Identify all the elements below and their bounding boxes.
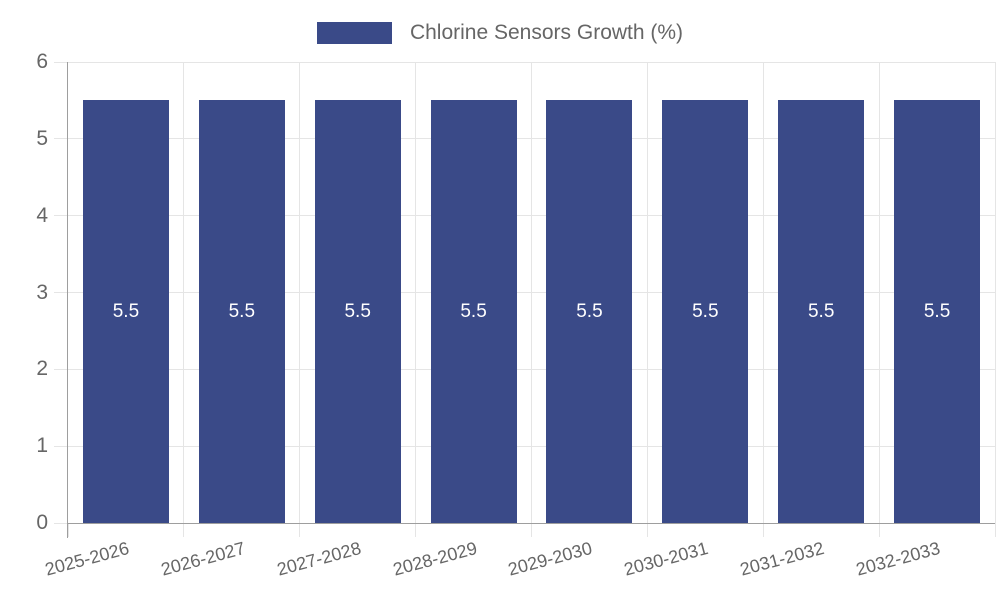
bar[interactable] <box>198 100 285 523</box>
v-gridline <box>878 62 880 523</box>
bar[interactable] <box>82 100 169 523</box>
bar-value-label: 5.5 <box>576 300 603 322</box>
y-tick-label: 1 <box>36 434 48 458</box>
y-axis-tick <box>54 445 68 447</box>
x-axis-tick <box>762 523 764 537</box>
v-gridline <box>531 62 532 523</box>
x-axis-tick <box>67 523 69 537</box>
legend-swatch <box>316 22 392 44</box>
v-gridline <box>762 62 764 523</box>
y-tick-label: 6 <box>36 50 48 73</box>
bar-value-label: 5.5 <box>112 300 140 322</box>
y-axis-tick <box>54 138 68 140</box>
bar-value-label: 5.5 <box>344 300 371 322</box>
bar[interactable] <box>662 100 749 523</box>
y-tick-label: 0 <box>36 511 48 534</box>
plot-area: 0 1 2 3 4 5 6 5.5 2025-2026 5.5 2026-2027 5.5 2027-2… <box>36 50 996 580</box>
bar-value-label: 5.5 <box>692 300 719 322</box>
bar-value-label: 5.5 <box>807 300 835 322</box>
v-gridline <box>299 62 301 523</box>
bar[interactable] <box>430 100 517 523</box>
v-gridline <box>415 62 417 523</box>
y-axis-tick <box>54 292 68 293</box>
bar-value-label: 5.5 <box>460 300 487 322</box>
y-axis-tick <box>54 522 68 524</box>
y-axis-tick <box>54 368 68 370</box>
bar-chart: Chlorine Sensors Growth (%) 0 1 2 3 4 5 6 5.5 20… <box>0 20 1000 580</box>
y-tick-label: 5 <box>36 126 48 150</box>
y-axis-tick <box>54 215 68 217</box>
x-axis-tick <box>183 523 185 537</box>
bar[interactable] <box>778 100 865 523</box>
chart-legend[interactable]: Chlorine Sensors Growth (%) <box>0 20 1000 46</box>
bar[interactable] <box>546 100 633 523</box>
bar[interactable] <box>894 100 981 523</box>
legend-label: Chlorine Sensors Growth (%) <box>409 21 684 44</box>
y-tick-label: 3 <box>36 280 48 304</box>
x-axis-tick <box>646 523 648 537</box>
y-tick-label: 2 <box>36 357 48 381</box>
x-axis-tick <box>415 523 417 537</box>
x-axis-line <box>68 523 995 524</box>
y-axis-tick <box>54 61 68 63</box>
bar[interactable] <box>314 100 401 523</box>
y-axis-line <box>67 62 68 538</box>
v-gridline <box>183 62 185 523</box>
x-axis-tick <box>994 523 996 537</box>
x-axis-tick <box>299 523 301 537</box>
v-gridline <box>646 62 648 523</box>
bar-value-label: 5.5 <box>923 300 951 322</box>
y-tick-label: 4 <box>36 203 48 227</box>
v-gridline <box>994 62 996 523</box>
bar-value-label: 5.5 <box>228 300 256 322</box>
x-axis-tick <box>531 523 532 537</box>
x-axis-tick <box>878 523 880 537</box>
